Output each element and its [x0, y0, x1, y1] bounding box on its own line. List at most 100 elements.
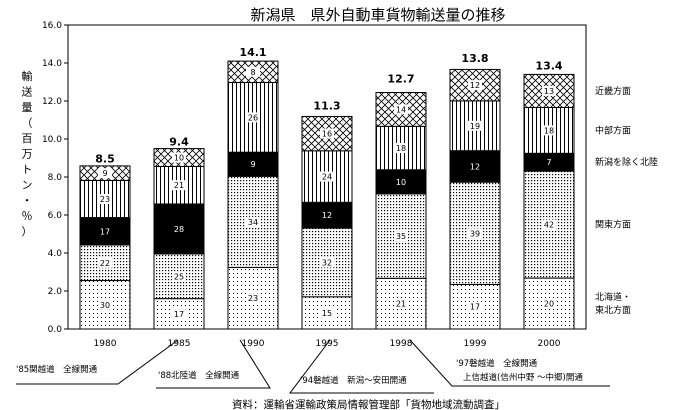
y-tick-label: 14.0	[42, 59, 62, 69]
segment-label: 28	[174, 225, 184, 234]
segment-label: 9	[102, 169, 107, 178]
y-axis-label-char: ト	[22, 163, 33, 176]
segment-label: 12	[470, 162, 480, 171]
x-tick-label: 1985	[168, 339, 191, 349]
y-tick-label: 16.0	[42, 21, 62, 31]
annotation-1997-joshinetsu: 上信越道(信州中野 ～中郷)開通	[463, 372, 583, 383]
bar-total-label: 8.5	[95, 153, 115, 166]
segment-label-bg	[246, 66, 260, 77]
bar-1990: 23 34 9 26 8 14.1	[227, 46, 279, 330]
bar-total-label: 12.7	[387, 73, 414, 86]
segment-label-bg	[98, 257, 112, 268]
legend-label: 北海道・	[595, 291, 631, 303]
x-tick-label: 1999	[464, 339, 487, 349]
bar-total-label: 14.1	[239, 46, 266, 59]
segment-label: 14	[396, 105, 406, 114]
segment-label-bg	[98, 193, 112, 204]
segment-label-bg	[172, 152, 186, 163]
y-tick-label: 2.0	[48, 287, 63, 297]
segment-label: 23	[248, 294, 258, 303]
y-tick-label: 6.0	[48, 211, 63, 221]
y-axis-label-char: 万	[22, 148, 33, 161]
segment-label-bg	[98, 168, 112, 179]
y-tick-label: 12.0	[42, 97, 62, 107]
legend-label: 中部方面	[595, 124, 631, 136]
y-axis-label-char: 輸	[22, 69, 33, 83]
segment-label-bg	[468, 301, 482, 312]
annotation-lines	[16, 339, 610, 394]
segment-label-bg	[542, 157, 556, 168]
legend-label: 関東方面	[595, 219, 631, 231]
segment-label-bg	[542, 125, 556, 136]
segment-label: 22	[100, 259, 110, 268]
segment-label-bg	[246, 112, 260, 123]
segment-label: 26	[248, 113, 258, 122]
segment-label-bg	[98, 226, 112, 237]
segment-label: 10	[396, 178, 406, 187]
bar-total-label: 11.3	[313, 99, 340, 112]
segment-label-bg	[542, 219, 556, 230]
segment-label: 21	[396, 300, 406, 309]
source-note: 資料：運輸省運輸政策局情報管理部「貨物地域流動調査」	[232, 398, 505, 410]
y-axis-label-char: 量	[22, 101, 33, 114]
segment-label-bg	[394, 231, 408, 242]
segment-label-bg	[468, 228, 482, 239]
segment-label-bg	[394, 143, 408, 154]
segment-label: 23	[100, 195, 110, 204]
y-axis-label-char: ）	[22, 225, 33, 238]
x-tick-label: 1980	[94, 339, 117, 349]
segment-label-bg	[468, 120, 482, 131]
segment-label: 35	[396, 232, 406, 241]
segment-label: 18	[396, 144, 406, 153]
segment-label: 12	[470, 81, 480, 90]
x-tick-label: 1998	[390, 339, 413, 349]
annotation-1994: '94磐越道 新潟～安田開通	[300, 375, 407, 386]
segment-label-bg	[320, 128, 334, 139]
x-tick-label: 1990	[242, 339, 265, 349]
bar-1995: 15 32 12 24 16 11.3	[301, 99, 353, 330]
segment-label: 17	[100, 227, 110, 236]
annotation-1988: '88北陸道 全線開通	[158, 370, 240, 381]
bar-1998: 21 35 10 18 14 12.7	[375, 73, 427, 330]
segment-label: 32	[322, 258, 332, 267]
segment-label-bg	[172, 180, 186, 191]
legend-label: 東北方面	[595, 304, 631, 316]
segment-label-bg	[98, 299, 112, 310]
segment-label: 34	[248, 218, 258, 227]
x-tick-label: 2000	[538, 339, 561, 349]
segment-label: 30	[100, 301, 110, 310]
y-axis-label-char: ％	[22, 210, 33, 223]
segment-label: 18	[544, 126, 554, 135]
y-axis-label-char: ・	[22, 194, 33, 207]
segment-label: 19	[470, 122, 480, 131]
bar-2000: 20 42 7 18 13 13.4	[523, 59, 575, 330]
segment-label-bg	[172, 308, 186, 319]
segment-label: 17	[470, 303, 480, 312]
segment-label-bg	[320, 257, 334, 268]
segment-label-bg	[468, 80, 482, 91]
annotation-1985: '85関越道 全線開通	[16, 364, 98, 375]
bars: 30 22 17 23 9 8.5 17 25 28 21 10 9.4 23 34 9 26 8 14.1 15 3…	[79, 46, 575, 330]
segment-label-bg	[246, 293, 260, 304]
segment-label-bg	[320, 171, 334, 182]
segment-label-bg	[394, 298, 408, 309]
segment-label: 13	[544, 87, 554, 96]
segment-label-bg	[246, 159, 260, 170]
segment-label-bg	[172, 271, 186, 282]
y-axis-label-char: ン	[22, 179, 33, 192]
segment-label-bg	[246, 216, 260, 227]
y-tick-label: 4.0	[48, 249, 63, 259]
bar-1999: 17 39 12 19 12 13.8	[449, 52, 501, 330]
segment-label: 25	[174, 272, 184, 281]
y-axis-label-char: 送	[22, 85, 33, 99]
segment-label: 10	[174, 154, 184, 163]
y-axis: 0.0 2.0 4.0 6.0 8.0 10.0 12.0 14.0 16.0	[42, 21, 68, 335]
segment-label-bg	[394, 104, 408, 115]
segment-label: 12	[322, 211, 332, 220]
segment-label: 21	[174, 181, 184, 190]
segment-label: 9	[250, 160, 255, 169]
y-tick-label: 8.0	[48, 173, 63, 183]
segment-label: 39	[470, 229, 480, 238]
